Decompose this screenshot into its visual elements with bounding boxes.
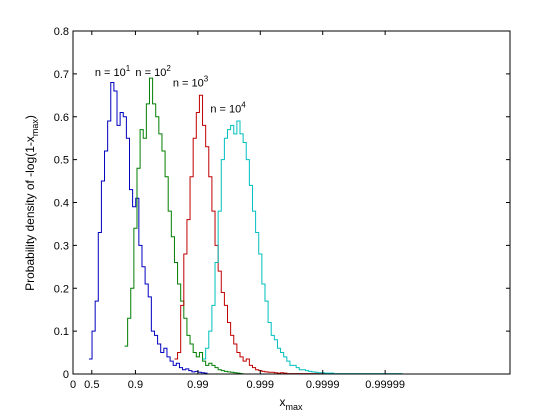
x-tick-label: 0.5 <box>84 379 99 391</box>
y-tick-label: 0.3 <box>54 240 69 252</box>
y-tick-label: 0.2 <box>54 283 69 295</box>
x-tick-label: 0 <box>70 379 76 391</box>
series-line-1 <box>88 81 208 374</box>
axes-layer: 0 0.5 0.9 0.99 0.999 0.9999 0.99999 0 0.1 0.2 0.3 0… <box>54 26 511 391</box>
y-tick-label: 0.5 <box>54 155 69 167</box>
series-label-3: n = 103 <box>173 75 209 90</box>
plot-area <box>73 31 510 374</box>
x-tick-label: 0.9 <box>128 379 143 391</box>
x-tick-label: 0.99 <box>187 379 208 391</box>
y-tick-label: 0.7 <box>54 69 69 81</box>
y-tick-label: 0.4 <box>54 198 69 210</box>
y-axis-label: Probability density of -log(1-xmax) <box>23 115 40 291</box>
x-axis-label: xmax <box>279 395 303 412</box>
x-tick-label: 0.99999 <box>365 379 405 391</box>
x-tick-label: 0.999 <box>247 379 275 391</box>
y-tick-label: 0.8 <box>54 26 69 38</box>
series-label-2: n = 102 <box>135 64 171 79</box>
y-tick-label: 0 <box>63 369 69 381</box>
y-tick-label: 0.1 <box>54 326 69 338</box>
x-tick-label: 0.9999 <box>306 379 340 391</box>
y-tick-label: 0.6 <box>54 112 69 124</box>
series-line-3 <box>174 94 325 375</box>
series-line-2 <box>124 77 244 375</box>
series-label-1: n = 101 <box>95 64 131 79</box>
series-label-4: n = 104 <box>210 100 246 115</box>
